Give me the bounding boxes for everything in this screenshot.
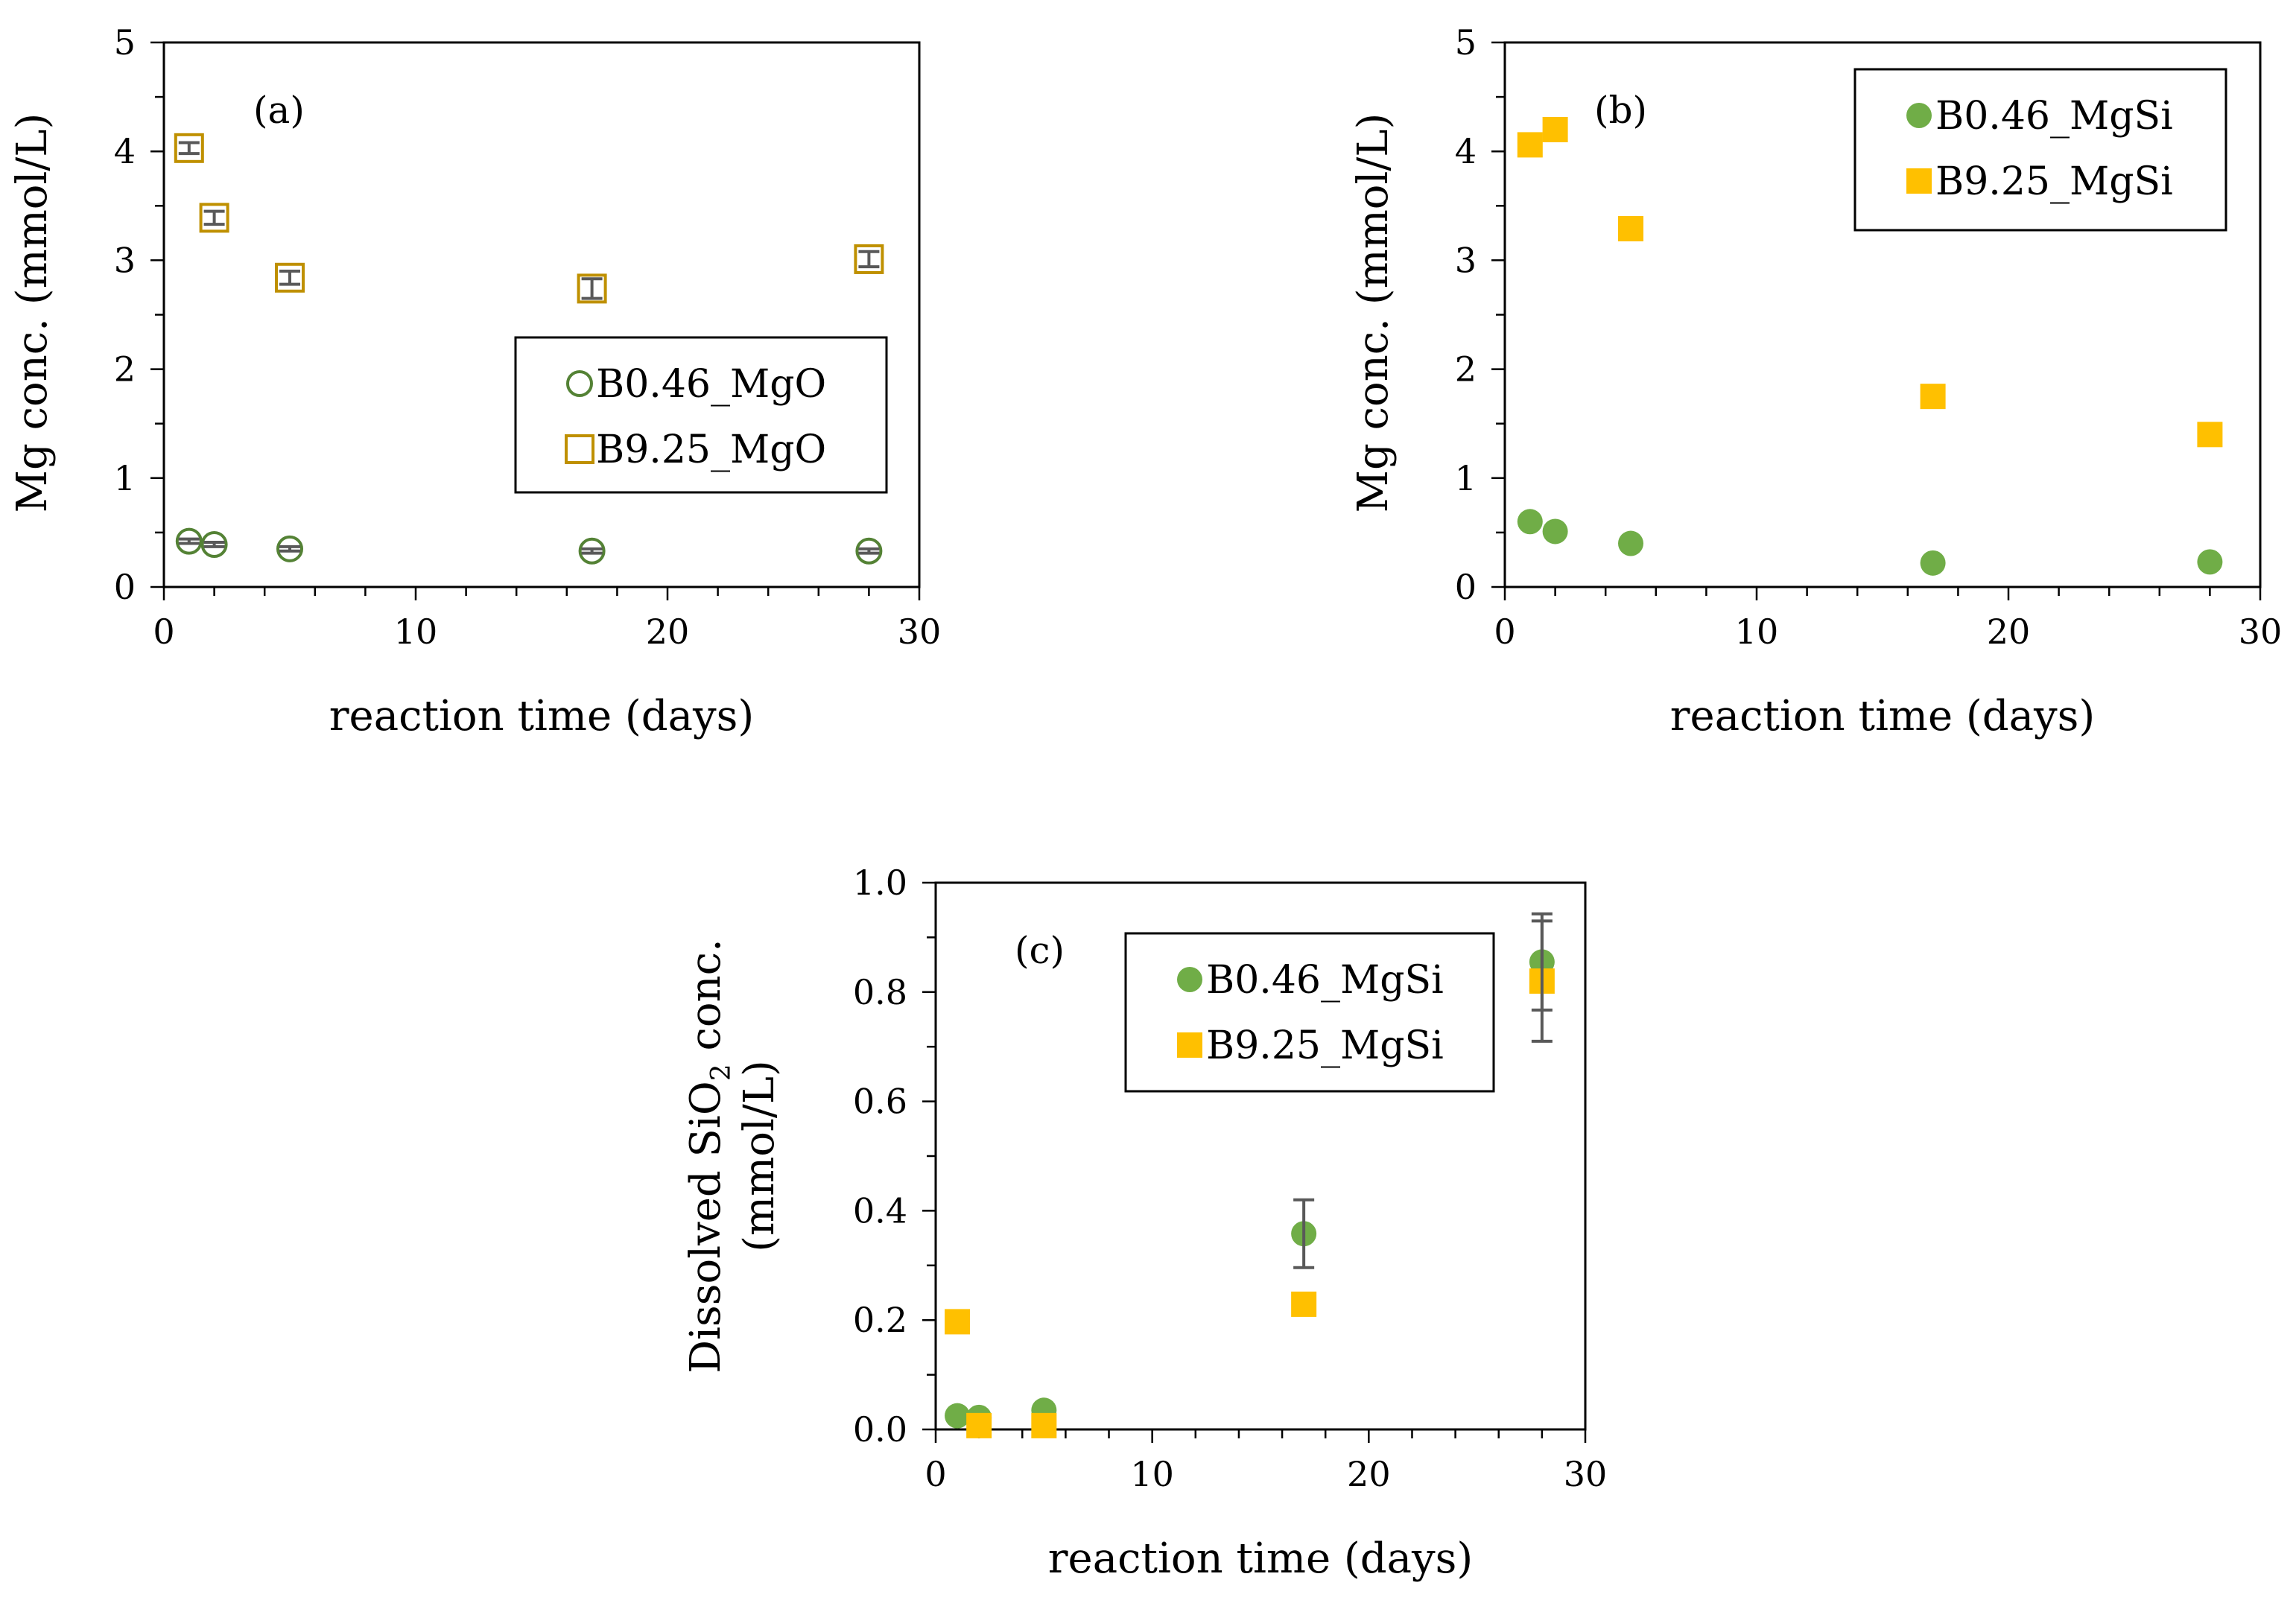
y-tick-label: 4 bbox=[1455, 131, 1477, 171]
x-tick-label: 10 bbox=[1735, 612, 1779, 652]
legend-entry: B0.46_MgO bbox=[596, 362, 826, 407]
y-axis-label: Mg conc. (mmol/L) bbox=[8, 113, 57, 513]
legend-entry: B0.46_MgSi bbox=[1935, 94, 2173, 139]
data-point bbox=[578, 537, 606, 565]
legend: B0.46_MgSi B9.25_MgSi bbox=[1853, 68, 2227, 232]
x-tick-label: 30 bbox=[898, 612, 942, 652]
y-tick-label: 2 bbox=[1455, 349, 1477, 390]
x-tick-label: 20 bbox=[646, 612, 690, 652]
legend-entry: B9.25_MgSi bbox=[1935, 159, 2173, 204]
x-axis-label: reaction time (days) bbox=[329, 692, 754, 740]
legend-marker bbox=[565, 434, 594, 464]
data-point bbox=[1920, 384, 1946, 410]
data-point bbox=[966, 1412, 992, 1438]
legend-marker bbox=[1177, 967, 1202, 992]
x-tick-label: 0 bbox=[925, 1454, 946, 1494]
y-tick-label: 1.0 bbox=[853, 863, 907, 903]
legend-entry: B9.25_MgSi bbox=[1206, 1023, 1444, 1068]
panel-label: (a) bbox=[253, 89, 305, 132]
y-tick-label: 4 bbox=[114, 131, 136, 171]
data-point bbox=[1517, 132, 1543, 158]
data-point bbox=[275, 262, 305, 293]
x-tick-label: 20 bbox=[1347, 1454, 1391, 1494]
y-axis-label-line1: Dissolved SiO2 conc. bbox=[682, 939, 737, 1374]
series-B0.46_MgO bbox=[175, 527, 883, 565]
y-tick-label: 1 bbox=[1455, 458, 1477, 498]
data-point bbox=[199, 203, 229, 233]
chart-panel-a: 0 10 20 30 0 1 2 3 4 5 reaction time (days) Mg conc… bbox=[8, 22, 941, 740]
series-B0.46_MgSi bbox=[1517, 509, 2223, 576]
data-point bbox=[945, 1309, 971, 1335]
data-point bbox=[1542, 116, 1568, 142]
legend-marker bbox=[1906, 168, 1932, 194]
panel-label: (b) bbox=[1594, 89, 1647, 132]
x-axis-label: reaction time (days) bbox=[1670, 692, 2095, 740]
legend-marker bbox=[1177, 1032, 1202, 1058]
y-tick-label: 0 bbox=[1455, 567, 1477, 607]
x-tick-label: 10 bbox=[394, 612, 438, 652]
y-axis-label: Mg conc. (mmol/L) bbox=[1349, 113, 1398, 513]
y-tick-label: 2 bbox=[114, 349, 136, 390]
y-tick-label: 5 bbox=[1455, 22, 1477, 63]
legend: B0.46_MgO B9.25_MgO bbox=[514, 336, 888, 494]
legend-marker bbox=[566, 370, 593, 397]
y-tick-label: 1 bbox=[114, 458, 136, 498]
panel-label: (c) bbox=[1015, 929, 1065, 972]
x-tick-label: 30 bbox=[1564, 1454, 1608, 1494]
x-axis-label: reaction time (days) bbox=[1048, 1534, 1473, 1583]
x-tick-label: 10 bbox=[1130, 1454, 1174, 1494]
x-tick-label: 30 bbox=[2239, 612, 2283, 652]
y-tick-label: 0.8 bbox=[853, 972, 907, 1012]
x-tick-label: 20 bbox=[1987, 612, 2031, 652]
y-tick-label: 0.6 bbox=[853, 1082, 907, 1122]
y-tick-label: 0.2 bbox=[853, 1300, 907, 1340]
legend: B0.46_MgSi B9.25_MgSi bbox=[1124, 932, 1495, 1093]
data-point bbox=[200, 530, 228, 558]
legend-box bbox=[1124, 932, 1495, 1093]
data-point bbox=[1517, 509, 1543, 535]
data-point bbox=[2197, 549, 2223, 575]
data-point bbox=[945, 1403, 971, 1429]
legend-entry: B9.25_MgO bbox=[596, 428, 826, 472]
chart-panel-c: 0 10 20 30 0.0 0.2 0.4 0.6 0.8 1.0 reaction time (… bbox=[682, 863, 1607, 1583]
data-point bbox=[1618, 530, 1643, 556]
y-tick-label: 0.4 bbox=[853, 1190, 907, 1231]
data-point bbox=[276, 535, 303, 562]
legend-box bbox=[1853, 68, 2227, 232]
y-tick-label: 0 bbox=[114, 567, 136, 607]
data-point bbox=[175, 527, 203, 555]
data-point bbox=[1031, 1412, 1057, 1438]
y-tick-label: 3 bbox=[114, 240, 136, 280]
data-point bbox=[1291, 1291, 1317, 1317]
x-tick-label: 0 bbox=[153, 612, 174, 652]
data-point bbox=[2197, 422, 2223, 448]
series-B9.25_MgSi bbox=[1517, 116, 2223, 448]
chart-panel-b: 0 10 20 30 0 1 2 3 4 5 reaction time (days) Mg conc… bbox=[1349, 22, 2282, 740]
data-point bbox=[1920, 550, 1946, 576]
legend-entry: B0.46_MgSi bbox=[1206, 958, 1444, 1003]
data-point bbox=[855, 537, 883, 565]
y-tick-label: 3 bbox=[1455, 240, 1477, 280]
data-point bbox=[854, 244, 884, 274]
data-point bbox=[174, 133, 204, 163]
series-B9.25_MgSi bbox=[945, 919, 1555, 1438]
legend-marker bbox=[1906, 103, 1932, 128]
x-tick-label: 0 bbox=[1494, 612, 1515, 652]
y-axis-label-line2: (mmol/L) bbox=[735, 1060, 784, 1252]
y-tick-label: 5 bbox=[114, 22, 136, 63]
legend-box bbox=[514, 336, 888, 494]
y-tick-label: 0.0 bbox=[853, 1409, 907, 1450]
series-B9.25_MgO bbox=[174, 133, 884, 304]
data-point bbox=[1542, 518, 1568, 545]
data-point bbox=[577, 273, 607, 304]
data-point bbox=[1618, 216, 1643, 242]
